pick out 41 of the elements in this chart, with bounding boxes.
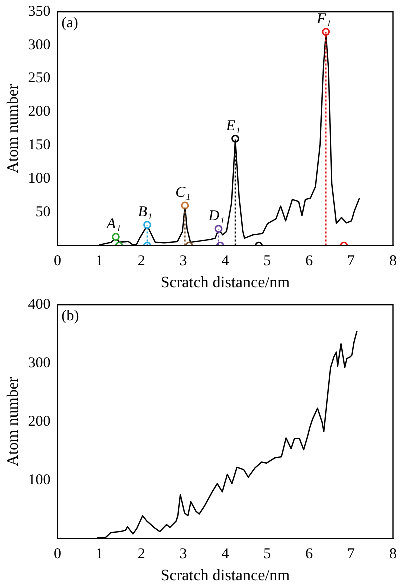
x-tick-label: 6 [306, 254, 314, 270]
y-axis-title: Atom number [4, 376, 22, 467]
y-tick-label: 400 [28, 296, 51, 313]
y-tick-label: 300 [28, 355, 51, 372]
x-tick-label: 8 [390, 254, 397, 270]
x-tick-label: 1 [96, 546, 104, 563]
y-tick-label: 250 [28, 70, 51, 87]
annotation: (a) [62, 15, 78, 32]
x-tick-label: 5 [264, 546, 272, 563]
x-tick-label: 7 [348, 546, 356, 563]
y-axis-title: Atom number [4, 84, 22, 174]
annotation: A₁ [106, 216, 122, 233]
y-tick-label: 100 [28, 170, 51, 187]
annotation: F₁ [316, 11, 332, 28]
x-tick-label: 7 [348, 254, 356, 270]
x-tick-label: 1 [96, 254, 104, 270]
x-tick-label: 0 [54, 546, 62, 563]
annotation: D₁ [208, 208, 225, 225]
x-tick-label: 6 [306, 546, 314, 563]
annotation: C₁ [176, 185, 191, 202]
x-tick-label: 4 [222, 546, 230, 563]
annotation: E₁ [225, 118, 241, 134]
annotation: (b) [62, 308, 80, 324]
x-tick-label: 3 [180, 254, 188, 270]
x-tick-label: 2 [138, 546, 146, 563]
y-tick-label: 200 [28, 414, 51, 430]
x-tick-label: 3 [180, 546, 188, 563]
x-tick-label: 0 [54, 254, 62, 270]
y-tick-label: 350 [28, 4, 51, 20]
x-tick-label: 2 [138, 254, 146, 270]
x-axis-title: Scratch distance/nm [160, 274, 291, 292]
y-tick-label: 50 [36, 204, 51, 220]
y-tick-label: 150 [28, 138, 51, 154]
y-tick-label: 100 [28, 472, 51, 488]
y-tick-label: 300 [28, 37, 51, 54]
x-axis-title: Scratch distance/nm [160, 568, 291, 585]
x-tick-label: 4 [222, 254, 230, 270]
annotation: B₁ [138, 204, 153, 221]
y-tick-label: 200 [28, 104, 51, 120]
x-tick-label: 8 [390, 546, 397, 563]
x-tick-label: 5 [264, 254, 272, 270]
